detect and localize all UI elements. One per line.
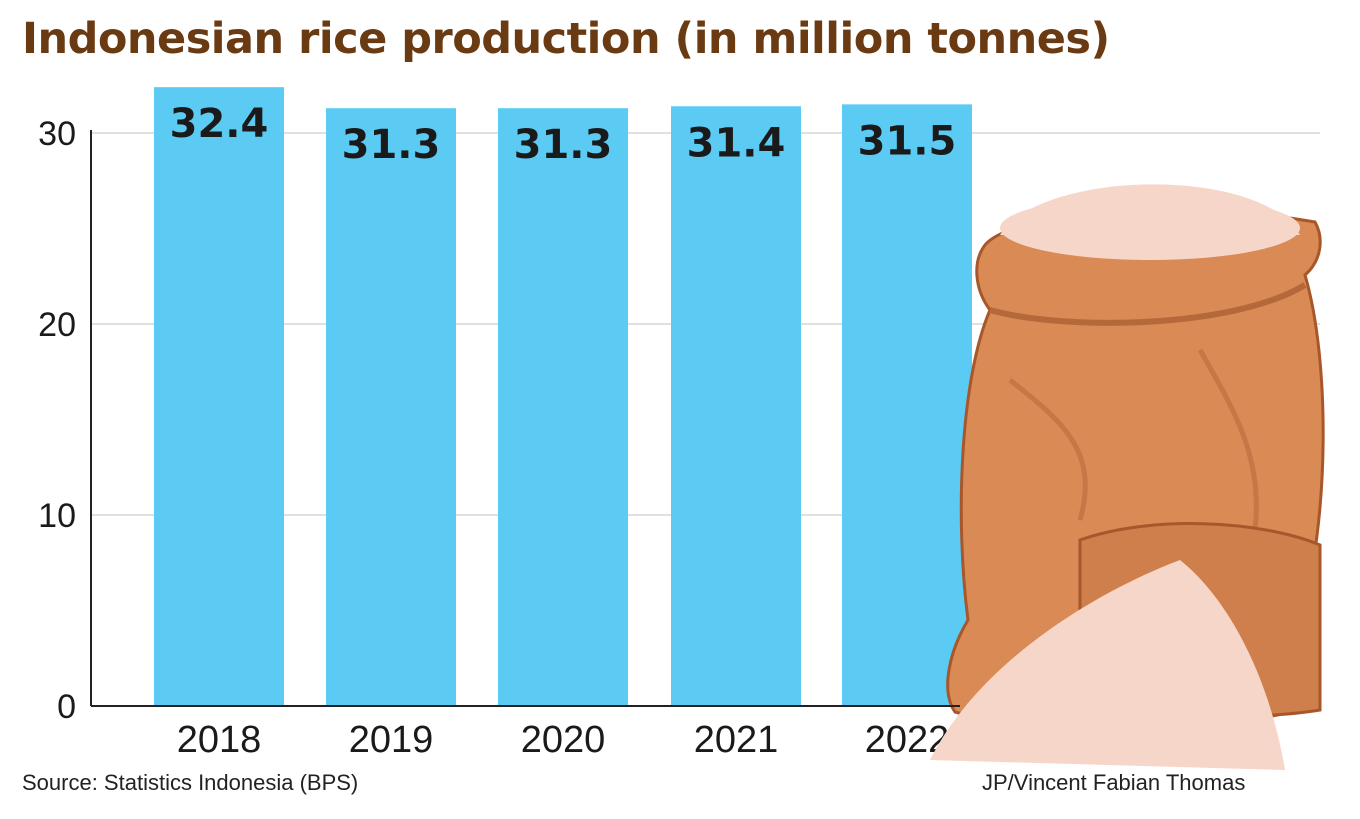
bar [498,108,628,707]
bar [842,104,972,707]
data-label: 31.3 [342,122,441,168]
bar [154,87,284,706]
credit-note: JP/Vincent Fabian Thomas [982,770,1246,795]
data-label: 31.4 [687,120,786,166]
y-tick-label: 20 [38,306,76,344]
y-tick-label: 0 [57,688,76,726]
bars: 32.4 31.3 31.3 31.4 31.5 [154,87,972,707]
bar [326,108,456,707]
data-label: 31.5 [858,118,957,164]
x-tick-label: 2020 [521,719,606,761]
x-axis-labels: 2018 2019 2020 2021 2022 [177,719,950,761]
chart-title: Indonesian rice production (in million t… [22,14,1110,64]
data-label: 31.3 [514,122,613,168]
bar [671,106,801,706]
x-tick-label: 2019 [349,719,434,761]
y-tick-label: 30 [38,115,76,153]
y-axis-ticks: 0 10 20 30 [38,115,76,726]
data-label: 32.4 [170,101,269,147]
source-note: Source: Statistics Indonesia (BPS) [22,770,359,795]
x-tick-label: 2018 [177,719,262,761]
rice-sack-icon [930,184,1325,770]
y-tick-label: 10 [38,497,76,535]
x-tick-label: 2021 [694,719,779,761]
